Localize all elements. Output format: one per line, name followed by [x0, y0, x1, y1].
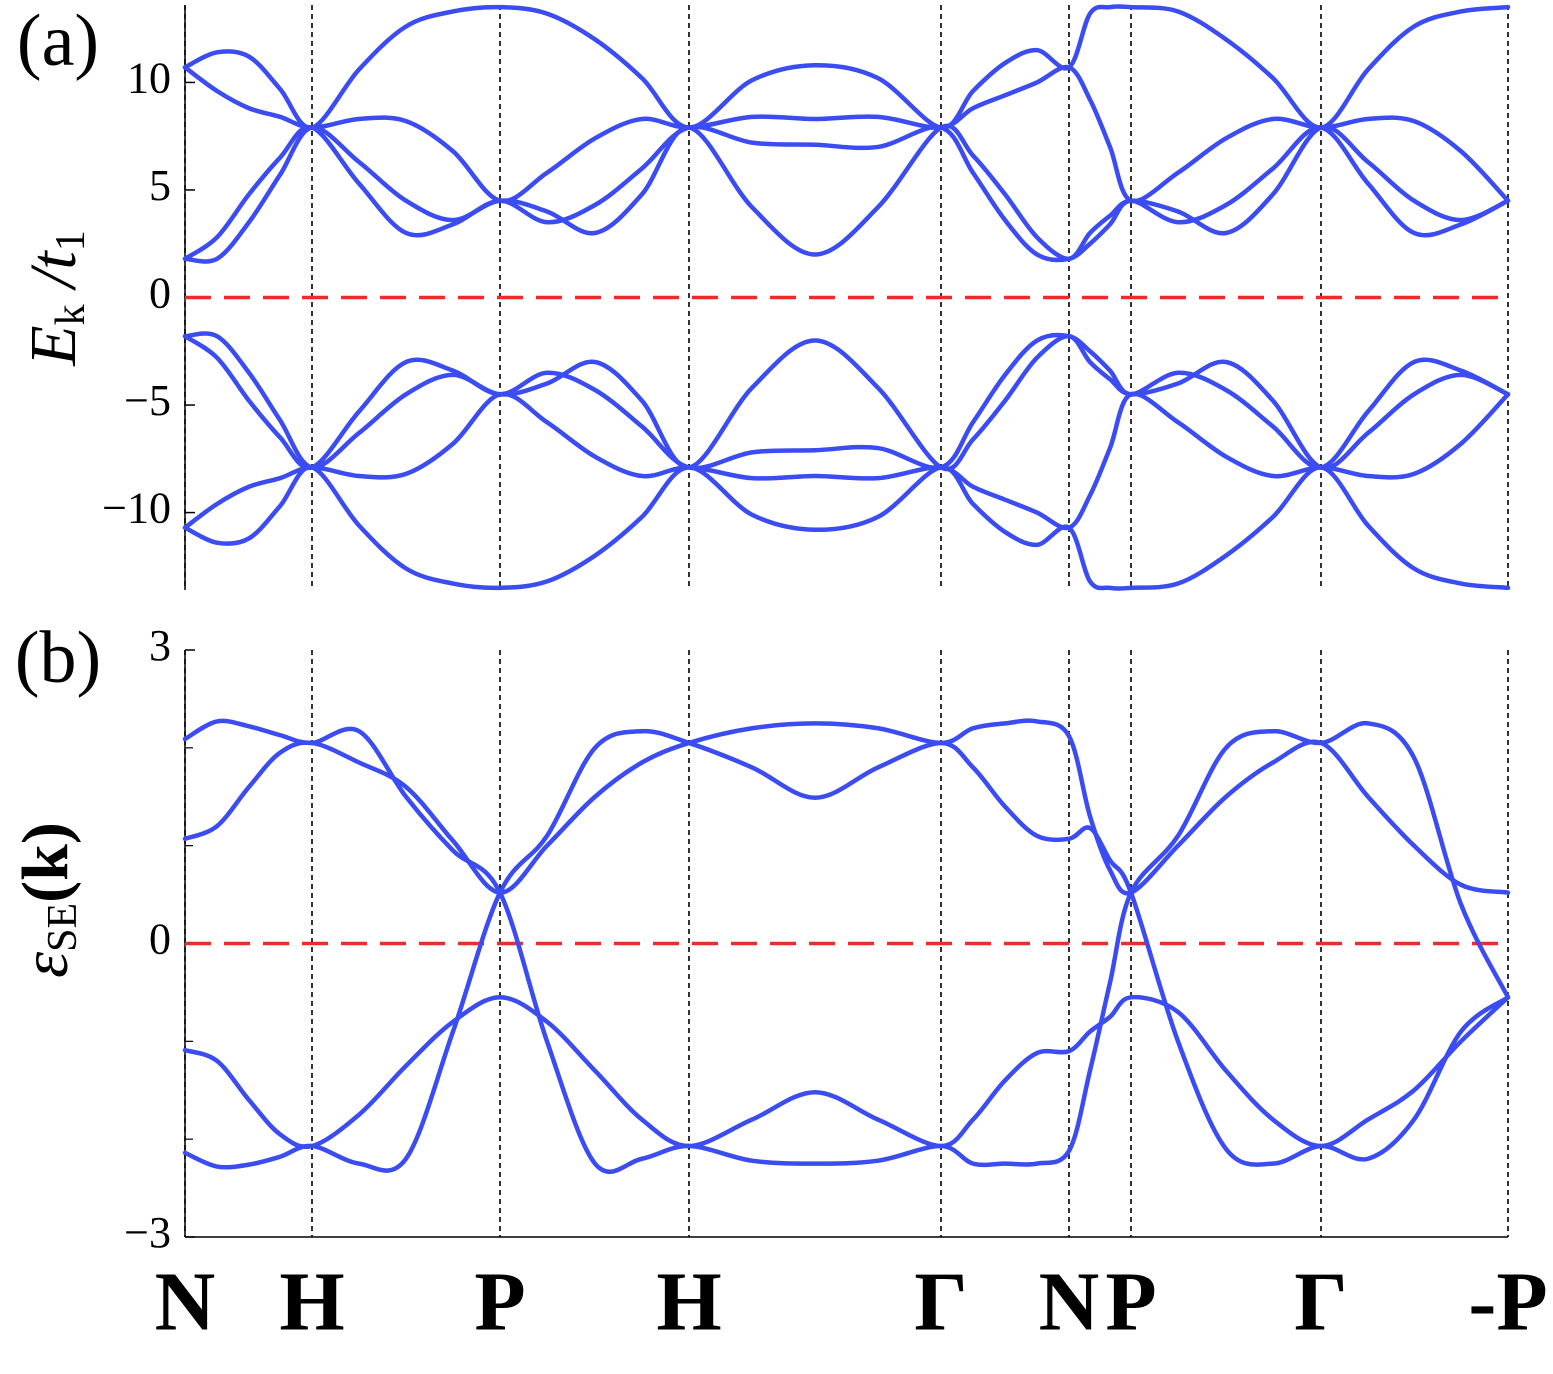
y-tick-label: 0 — [149, 915, 171, 964]
band-line — [182, 718, 1511, 1174]
y-axis-label-part: (k) — [9, 822, 82, 903]
band-line — [182, 728, 1511, 1173]
panel: N H P H Γ N P Γ -P−303(b)εSE(k) — [9, 617, 1548, 1348]
y-tick-label: 0 — [149, 269, 171, 318]
panel: −10 −5 0 5 10 (a) Ek /t1 — [17, 0, 1511, 591]
y-axis-label-part: E — [17, 325, 90, 366]
band-line — [182, 331, 1511, 472]
band-line — [182, 718, 1511, 896]
x-tick-label: H — [656, 1255, 721, 1348]
y-tick-label: −5 — [124, 376, 171, 425]
y-axis-label-part: 1 — [48, 230, 94, 251]
band-line — [182, 124, 1511, 263]
x-tick-label: P — [1105, 1255, 1156, 1348]
y-tick-label: 3 — [149, 621, 171, 670]
y-axis-label: Ek /t1 — [17, 230, 94, 367]
y-axis-label-part: k — [48, 304, 94, 325]
x-tick-label: Γ — [914, 1255, 967, 1348]
x-tick-label: N — [155, 1255, 216, 1348]
x-tick-label: P — [474, 1255, 525, 1348]
panel-label: (a) — [17, 0, 99, 82]
x-tick-label: -P — [1468, 1255, 1547, 1348]
y-tick-label: 10 — [127, 54, 171, 103]
y-tick-label: −3 — [124, 1208, 171, 1257]
x-tick-label: N — [1039, 1255, 1100, 1348]
y-axis-label: εSE(k) — [9, 822, 86, 978]
band-line — [182, 123, 1511, 264]
y-tick-label: 5 — [149, 161, 171, 210]
band-line — [182, 64, 1511, 204]
y-axis-label-part: SE — [40, 903, 86, 952]
y-tick-label: −10 — [102, 484, 171, 533]
x-tick-label: Γ — [1294, 1255, 1347, 1348]
y-axis-label-part: t — [17, 250, 90, 270]
y-axis-label-part: ε — [9, 952, 82, 978]
band-line — [182, 391, 1511, 531]
band-line — [182, 465, 1511, 591]
band-line — [182, 4, 1511, 130]
x-tick-label: H — [279, 1255, 344, 1348]
panel-label: (b) — [15, 617, 101, 699]
band-line — [182, 994, 1511, 1150]
band-line — [182, 332, 1511, 471]
y-axis-label-part: / — [17, 264, 90, 305]
